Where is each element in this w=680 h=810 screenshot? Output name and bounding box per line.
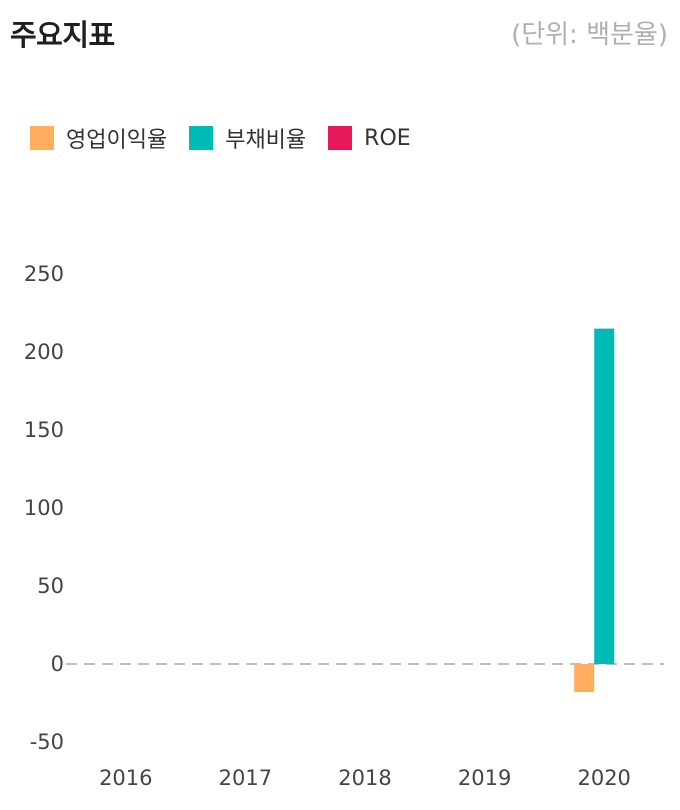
legend-swatch-debt-ratio xyxy=(189,126,214,150)
legend-label: 영업이익율 xyxy=(66,128,168,153)
chart-header: 주요지표 (단위: 백분율) xyxy=(10,8,668,52)
chart-legend: 영업이익율 부채비율 ROE xyxy=(30,122,433,154)
y-tick-label: 50 xyxy=(37,574,64,598)
legend-item-roe[interactable]: ROE xyxy=(328,126,411,151)
x-tick-label: 2018 xyxy=(338,766,391,790)
y-tick-label: 250 xyxy=(24,262,64,286)
y-tick-label: -50 xyxy=(30,730,64,754)
bar-2020-series-1[interactable] xyxy=(594,328,615,664)
chart-plot: 250 200 150 100 50 0 -50 2016 2017 2018 2019 2020 xyxy=(24,262,664,790)
legend-label: ROE xyxy=(364,125,411,151)
x-tick-label: 2017 xyxy=(219,766,272,790)
y-tick-label: 200 xyxy=(24,340,64,364)
legend-swatch-roe xyxy=(328,126,353,150)
legend-item-operating-margin[interactable]: 영업이익율 xyxy=(30,122,167,154)
legend-item-debt-ratio[interactable]: 부채비율 xyxy=(189,122,306,154)
y-tick-label: 150 xyxy=(24,418,64,442)
y-tick-label: 100 xyxy=(24,496,64,520)
x-tick-label: 2019 xyxy=(458,766,511,790)
legend-swatch-operating-margin xyxy=(30,126,54,150)
x-tick-label: 2016 xyxy=(99,766,152,790)
chart-title: 주요지표 xyxy=(10,18,115,52)
unit-label: (단위: 백분율) xyxy=(511,20,668,50)
bar-2020-series-0[interactable] xyxy=(574,664,595,693)
x-tick-label: 2020 xyxy=(577,766,630,790)
y-tick-label: 0 xyxy=(51,652,64,676)
legend-label: 부채비율 xyxy=(225,128,307,153)
